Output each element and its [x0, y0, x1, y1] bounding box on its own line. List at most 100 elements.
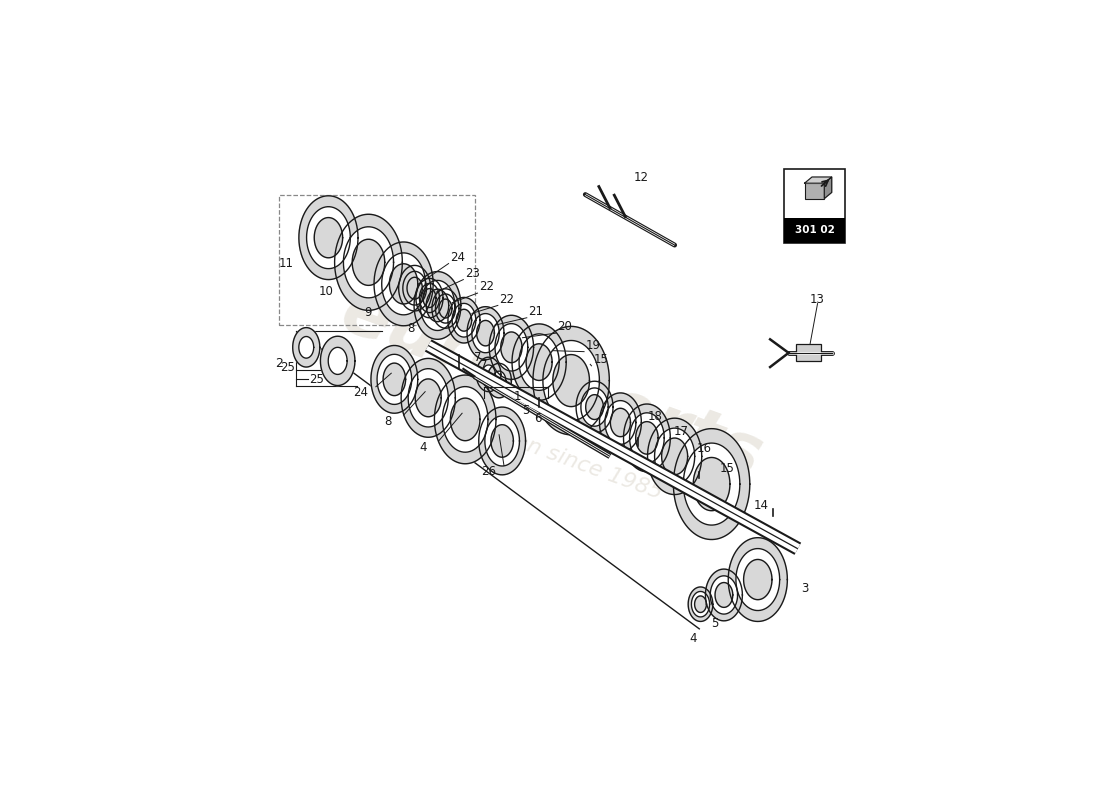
Polygon shape — [416, 278, 443, 318]
Polygon shape — [694, 596, 706, 613]
Polygon shape — [468, 306, 504, 360]
Polygon shape — [299, 337, 314, 358]
Polygon shape — [728, 538, 788, 622]
Polygon shape — [519, 334, 559, 390]
Text: 7: 7 — [474, 351, 482, 364]
Polygon shape — [585, 394, 604, 419]
Polygon shape — [491, 425, 514, 458]
Text: 4: 4 — [690, 631, 697, 645]
Polygon shape — [661, 438, 688, 474]
Polygon shape — [605, 401, 636, 444]
Polygon shape — [371, 346, 418, 414]
Polygon shape — [383, 363, 406, 396]
Text: 8: 8 — [385, 414, 392, 428]
Polygon shape — [636, 422, 658, 454]
Polygon shape — [334, 214, 403, 310]
Polygon shape — [320, 336, 355, 386]
Text: 14: 14 — [754, 499, 769, 512]
Text: 5: 5 — [711, 618, 718, 630]
Text: 301 02: 301 02 — [794, 226, 835, 235]
Text: 20: 20 — [558, 321, 572, 334]
Text: 4: 4 — [419, 441, 427, 454]
Polygon shape — [648, 418, 702, 494]
Polygon shape — [581, 388, 608, 426]
Polygon shape — [434, 375, 496, 464]
Polygon shape — [403, 271, 427, 305]
Polygon shape — [576, 382, 613, 433]
Polygon shape — [472, 314, 499, 353]
Polygon shape — [705, 569, 742, 621]
Text: eurosports: eurosports — [331, 278, 771, 494]
Text: 22: 22 — [480, 281, 494, 294]
Polygon shape — [402, 358, 455, 438]
Polygon shape — [315, 218, 342, 258]
Polygon shape — [500, 332, 522, 362]
Text: 25: 25 — [309, 373, 323, 386]
Polygon shape — [689, 587, 713, 622]
Polygon shape — [711, 576, 738, 614]
Polygon shape — [432, 289, 459, 328]
Polygon shape — [382, 253, 426, 315]
Polygon shape — [352, 239, 385, 286]
Polygon shape — [415, 379, 441, 417]
Polygon shape — [439, 299, 452, 318]
Polygon shape — [299, 196, 358, 279]
FancyBboxPatch shape — [796, 344, 821, 362]
Text: 21: 21 — [528, 305, 543, 318]
Polygon shape — [420, 280, 454, 330]
Polygon shape — [553, 354, 590, 406]
Text: 13: 13 — [810, 293, 825, 306]
Polygon shape — [654, 428, 695, 485]
Polygon shape — [490, 315, 534, 379]
Text: 2: 2 — [275, 358, 283, 370]
Polygon shape — [307, 206, 350, 269]
Polygon shape — [512, 324, 566, 400]
Text: 3: 3 — [802, 582, 808, 595]
Polygon shape — [543, 341, 600, 421]
Polygon shape — [374, 242, 433, 326]
Text: 6: 6 — [535, 412, 541, 425]
Polygon shape — [715, 582, 733, 607]
Polygon shape — [426, 289, 449, 322]
Polygon shape — [442, 386, 488, 452]
Polygon shape — [485, 416, 519, 466]
Text: 15: 15 — [593, 353, 608, 366]
Polygon shape — [407, 278, 422, 299]
Text: 15: 15 — [719, 462, 735, 475]
Text: 24: 24 — [450, 251, 465, 264]
Text: 8: 8 — [407, 322, 415, 335]
Bar — [784, 169, 845, 242]
Polygon shape — [744, 559, 772, 600]
Polygon shape — [328, 347, 348, 374]
Polygon shape — [693, 458, 730, 510]
Text: 10: 10 — [319, 286, 334, 298]
Polygon shape — [692, 591, 710, 617]
Text: 18: 18 — [648, 410, 662, 423]
Polygon shape — [343, 226, 394, 298]
Polygon shape — [419, 283, 440, 313]
Polygon shape — [476, 321, 494, 346]
Text: 19: 19 — [586, 339, 601, 352]
Polygon shape — [495, 324, 528, 371]
Text: 26: 26 — [481, 466, 496, 478]
Polygon shape — [482, 365, 495, 384]
Polygon shape — [476, 357, 501, 392]
Text: 5: 5 — [521, 404, 529, 417]
Polygon shape — [377, 354, 411, 405]
Text: 17: 17 — [673, 426, 689, 438]
FancyBboxPatch shape — [804, 183, 824, 198]
Text: 12: 12 — [634, 171, 648, 184]
Polygon shape — [487, 363, 512, 398]
Text: 16: 16 — [696, 442, 712, 455]
Polygon shape — [534, 326, 609, 434]
Text: 22: 22 — [499, 293, 515, 306]
Polygon shape — [448, 298, 480, 343]
Polygon shape — [610, 408, 630, 437]
Polygon shape — [736, 549, 780, 610]
Polygon shape — [450, 398, 480, 441]
Polygon shape — [408, 369, 449, 427]
Polygon shape — [683, 443, 740, 525]
Polygon shape — [452, 303, 476, 337]
Polygon shape — [414, 271, 461, 339]
Polygon shape — [398, 266, 431, 311]
